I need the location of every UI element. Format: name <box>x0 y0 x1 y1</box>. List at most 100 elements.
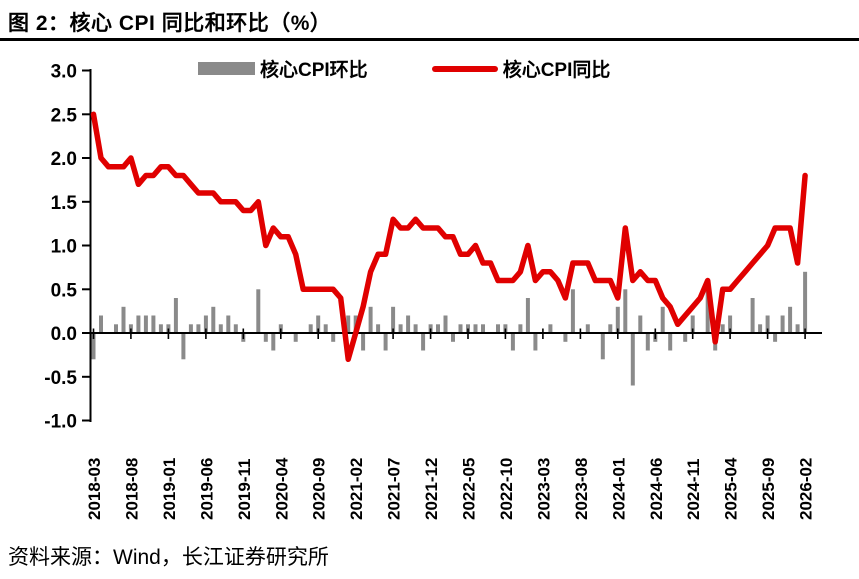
mom-bar <box>788 306 793 334</box>
mom-bar <box>496 324 500 334</box>
mom-bar <box>608 324 613 334</box>
mom-bar <box>705 289 710 334</box>
mom-bar <box>143 315 148 333</box>
mom-bar <box>361 333 366 351</box>
y-tick-label: 1.5 <box>51 193 78 214</box>
mom-bar <box>218 324 223 334</box>
mom-bar <box>256 289 261 334</box>
x-tick-label: 2018-08 <box>122 458 141 520</box>
x-tick-label: 2025-04 <box>722 457 741 520</box>
x-tick-label: 2019-11 <box>235 459 254 520</box>
mom-bar <box>368 306 373 334</box>
mom-bar <box>683 333 688 342</box>
mom-bar <box>473 324 478 334</box>
mom-bar <box>316 315 321 333</box>
mom-bar <box>481 324 485 334</box>
mom-bar <box>660 306 665 334</box>
mom-bar <box>226 315 231 333</box>
line-swatch-icon <box>431 65 498 72</box>
mom-bar <box>548 324 553 334</box>
mom-bar <box>780 315 785 333</box>
mom-bar <box>203 315 208 333</box>
mom-bar <box>196 324 201 334</box>
mom-bar <box>158 324 163 334</box>
mom-bar <box>293 333 298 342</box>
mom-bar <box>443 315 448 333</box>
mom-bar <box>510 333 515 351</box>
mom-bar <box>750 298 755 333</box>
mom-bar <box>795 324 800 334</box>
yoy-line <box>90 111 808 363</box>
mom-bar <box>630 333 635 386</box>
mom-bar <box>233 324 238 334</box>
y-tick-label: 2.5 <box>51 105 78 126</box>
mom-bar <box>728 315 733 333</box>
mom-bar <box>271 333 276 351</box>
x-tick-label: 2022-05 <box>460 458 479 520</box>
mom-bar <box>600 333 605 360</box>
x-tick-label: 2020-04 <box>272 457 291 520</box>
mom-bar <box>323 324 328 334</box>
mom-bar <box>765 315 770 333</box>
y-tick-label: -0.5 <box>44 368 77 389</box>
mom-bar <box>563 333 568 342</box>
x-tick-label: 2020-09 <box>310 458 329 520</box>
x-tick-label: 2024-01 <box>609 458 628 520</box>
legend-item-mom: 核心CPI环比 <box>198 55 368 82</box>
mom-bar <box>458 324 463 334</box>
mom-bar <box>383 333 388 351</box>
bar-swatch-icon <box>198 62 255 75</box>
mom-bar <box>413 324 418 334</box>
mom-bar <box>99 315 103 333</box>
x-tick-label: 2021-02 <box>347 458 366 520</box>
mom-bar <box>398 324 403 334</box>
x-tick-label: 2022-10 <box>497 458 516 520</box>
mom-bar <box>570 289 575 334</box>
mom-bar <box>331 333 336 342</box>
y-tick-label: 3.0 <box>51 62 77 83</box>
mom-bar <box>615 306 620 334</box>
mom-bar <box>421 333 426 351</box>
x-tick-label: 2023-03 <box>534 458 553 520</box>
legend-label-mom: 核心CPI环比 <box>260 60 368 81</box>
mom-bar <box>668 333 673 351</box>
mom-bar <box>114 324 118 334</box>
mom-bar <box>638 315 643 333</box>
y-tick-label: 0.0 <box>51 324 77 345</box>
mom-bar <box>758 324 763 334</box>
chart-legend: 核心CPI环比 核心CPI同比 <box>198 55 610 82</box>
mom-bar <box>451 333 455 342</box>
mom-bar <box>533 333 538 351</box>
mom-bar <box>263 333 268 342</box>
x-tick-label: 2026-02 <box>797 458 816 520</box>
mom-bar <box>136 315 141 333</box>
mom-bar <box>173 298 178 333</box>
x-tick-label: 2023-08 <box>572 458 591 520</box>
mom-bar <box>308 324 313 334</box>
x-tick-label: 2025-09 <box>759 458 778 520</box>
y-tick-label: 2.0 <box>51 149 77 170</box>
mom-bar <box>211 306 216 334</box>
source-note: 资料来源：Wind，长江证券研究所 <box>8 546 329 569</box>
figure-title: 图 2：核心 CPI 同比和环比（%） <box>8 12 332 35</box>
mom-bar <box>391 306 396 334</box>
legend-label-yoy: 核心CPI同比 <box>502 60 611 81</box>
mom-bar <box>188 324 193 334</box>
x-tick-label: 2024-11 <box>684 459 703 520</box>
x-tick-label: 2024-06 <box>647 458 666 520</box>
mom-bar <box>803 271 808 333</box>
mom-bar <box>121 306 126 334</box>
x-tick-label: 2019-01 <box>160 458 179 520</box>
mom-bar <box>690 315 695 333</box>
x-tick-label: 2019-06 <box>197 458 216 520</box>
y-tick-label: -1.0 <box>44 412 77 433</box>
y-tick-label: 1.0 <box>51 237 77 258</box>
mom-bar <box>623 289 628 334</box>
mom-bar <box>585 324 590 334</box>
mom-bar <box>518 324 523 334</box>
title-rule <box>0 38 859 41</box>
mom-bar <box>346 315 351 333</box>
mom-bar <box>181 333 186 360</box>
legend-item-yoy: 核心CPI同比 <box>431 55 611 82</box>
